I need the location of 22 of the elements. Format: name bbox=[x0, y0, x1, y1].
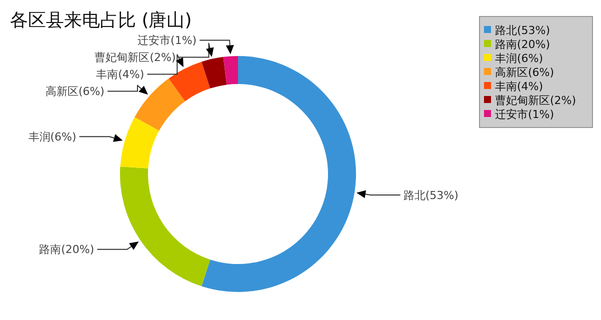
donut-slice bbox=[202, 56, 227, 88]
donut-slice bbox=[120, 166, 210, 286]
legend-label: 高新区(6%) bbox=[495, 66, 554, 79]
slice-label: 路南(20%) bbox=[39, 243, 94, 256]
chart-title: 各区县来电占比 (唐山) bbox=[10, 9, 192, 32]
donut-slice bbox=[202, 56, 356, 292]
legend-label: 路北(53%) bbox=[495, 24, 550, 37]
donut-slice bbox=[120, 117, 160, 168]
donut-slice bbox=[134, 78, 186, 131]
legend-label: 曹妃甸新区(2%) bbox=[495, 94, 576, 107]
slice-label: 曹妃甸新区(2%) bbox=[94, 51, 176, 64]
slice-label: 迁安市(1%) bbox=[138, 34, 197, 48]
donut-slice bbox=[168, 62, 210, 102]
legend-label: 丰南(4%) bbox=[495, 80, 544, 93]
slice-label: 路北(53%) bbox=[403, 188, 458, 202]
legend-label: 迁安市(1%) bbox=[495, 108, 554, 121]
slice-label: 丰南(4%) bbox=[96, 68, 144, 82]
slice-label: 丰润(6%) bbox=[28, 130, 76, 144]
slice-label: 高新区(6%) bbox=[45, 85, 104, 98]
legend-label: 路南(20%) bbox=[495, 38, 550, 51]
donut-slice bbox=[223, 56, 238, 85]
legend-label: 丰润(6%) bbox=[495, 52, 544, 65]
